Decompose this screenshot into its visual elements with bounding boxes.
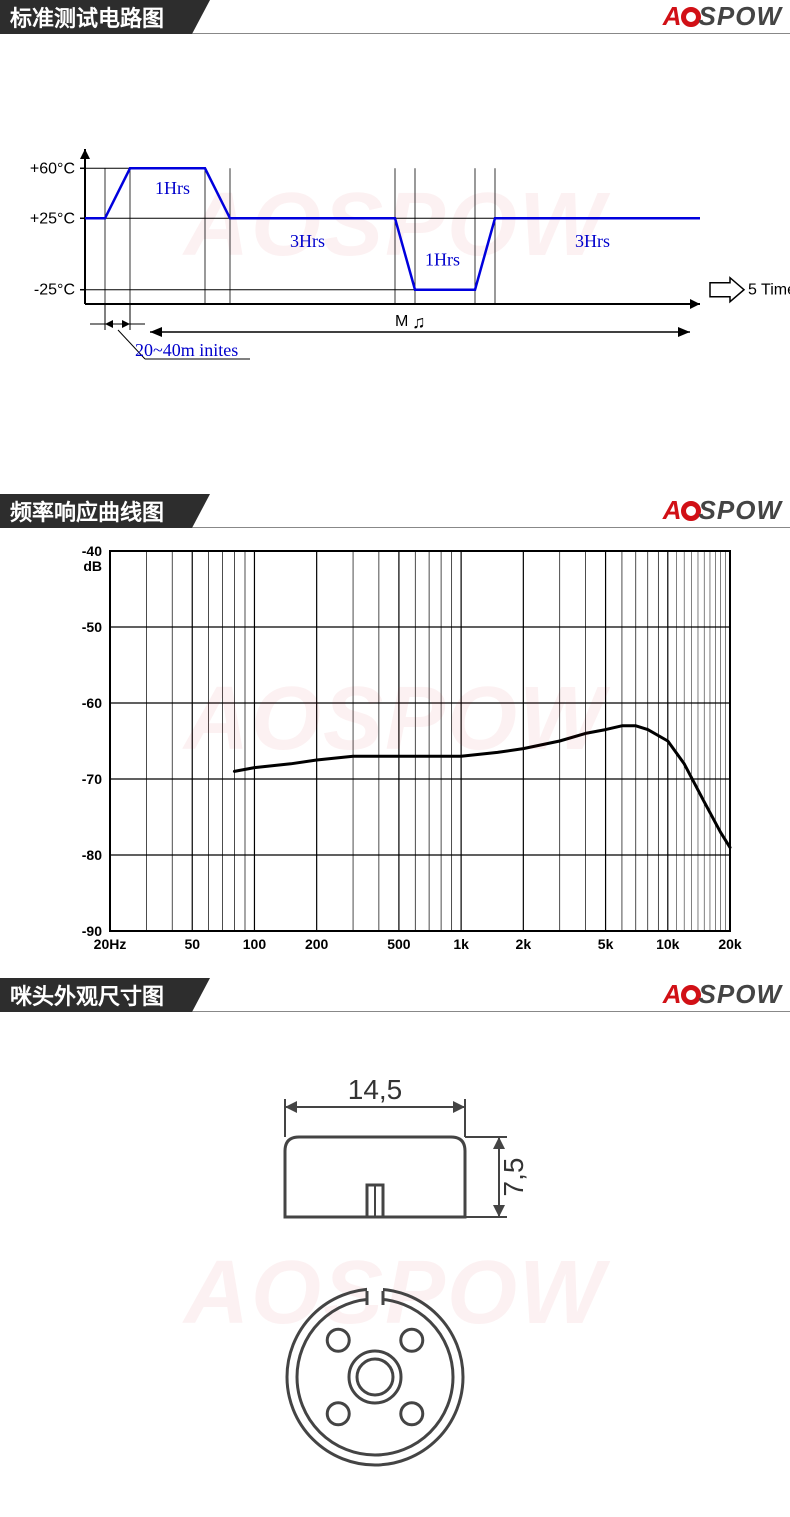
svg-text:-50: -50	[82, 619, 102, 635]
svg-text:1k: 1k	[453, 936, 469, 952]
brand-logo: A SPOW	[663, 979, 790, 1010]
section-freq-response: 频率响应曲线图 ASPOW AOSPOW -40-50-60-70-80-90d…	[0, 494, 790, 978]
svg-text:♫: ♫	[412, 312, 426, 332]
temp-cycle-panel: AOSPOW +60°C+25°C-25°C1Hrs3Hrs1Hrs3Hrs20…	[0, 34, 790, 494]
svg-text:M: M	[395, 313, 408, 330]
brand-spow: SPOW	[699, 1, 782, 32]
svg-text:-80: -80	[82, 847, 102, 863]
brand-ring-icon	[681, 7, 701, 27]
svg-text:20~40m inites: 20~40m inites	[135, 340, 238, 360]
svg-text:1Hrs: 1Hrs	[425, 249, 460, 269]
svg-text:3Hrs: 3Hrs	[290, 231, 325, 251]
brand-a: A	[663, 1, 683, 32]
svg-text:3Hrs: 3Hrs	[575, 231, 610, 251]
brand-a: A	[663, 495, 683, 526]
brand-ring-icon	[681, 985, 701, 1005]
svg-text:5k: 5k	[598, 936, 614, 952]
brand-ring-icon	[681, 501, 701, 521]
svg-text:20k: 20k	[718, 936, 742, 952]
svg-text:10k: 10k	[656, 936, 680, 952]
section-title: 咪头外观尺寸图	[0, 978, 192, 1012]
svg-text:200: 200	[305, 936, 329, 952]
svg-text:50: 50	[184, 936, 200, 952]
brand-a: A	[663, 979, 683, 1010]
svg-text:500: 500	[387, 936, 411, 952]
svg-text:-60: -60	[82, 695, 102, 711]
svg-text:-25°C: -25°C	[34, 282, 75, 299]
section-test-circuit: 标准测试电路图 ASPOW AOSPOW +60°C+25°C-25°C1Hrs…	[0, 0, 790, 494]
section-header: 标准测试电路图 A SPOW	[0, 0, 790, 34]
freq-response-chart: -40-50-60-70-80-90dB20Hz501002005001k2k5…	[35, 536, 755, 966]
svg-text:7,5: 7,5	[498, 1158, 529, 1197]
section-title: 频率响应曲线图	[0, 494, 192, 528]
svg-text:-40: -40	[82, 543, 102, 559]
brand-logo: A SPOW	[663, 1, 790, 32]
svg-text:-70: -70	[82, 771, 102, 787]
temp-cycle-diagram: +60°C +25°C -25°C 1Hrs 3Hrs 1Hrs 3Hrs 20~40m in…	[0, 34, 790, 494]
svg-text:+60°C: +60°C	[30, 160, 75, 177]
dimensions-panel: AOSPOW 14,57,5	[0, 1012, 790, 1512]
section-header: 咪头外观尺寸图 A SPOW	[0, 978, 790, 1012]
svg-text:+25°C: +25°C	[30, 210, 75, 227]
section-header: 频率响应曲线图 A SPOW	[0, 494, 790, 528]
section-dimensions: 咪头外观尺寸图 ASPOW AOSPOW 14,57,5	[0, 978, 790, 1512]
freq-response-panel: AOSPOW -40-50-60-70-80-90dB20Hz501002005…	[0, 528, 790, 978]
svg-text:14,5: 14,5	[348, 1074, 403, 1105]
section-title: 标准测试电路图	[0, 0, 192, 34]
dimensions-drawing: 14,5 7,5	[195, 1057, 595, 1517]
brand-spow: SPOW	[699, 495, 782, 526]
svg-text:20Hz: 20Hz	[94, 936, 127, 952]
svg-text:2k: 2k	[516, 936, 532, 952]
svg-text:5 Times: 5 Times	[748, 282, 790, 299]
svg-text:dB: dB	[83, 558, 102, 574]
brand-logo: A SPOW	[663, 495, 790, 526]
svg-text:1Hrs: 1Hrs	[155, 178, 190, 198]
brand-spow: SPOW	[699, 979, 782, 1010]
svg-text:100: 100	[243, 936, 267, 952]
